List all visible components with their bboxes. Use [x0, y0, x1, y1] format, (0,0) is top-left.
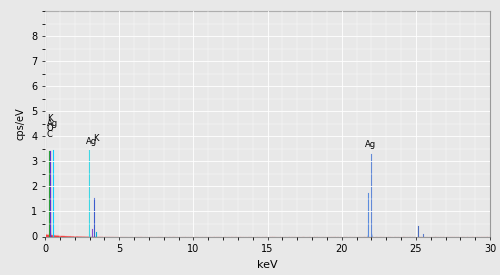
Text: O: O: [47, 124, 54, 133]
Text: Ag: Ag: [86, 137, 98, 146]
Text: K: K: [93, 134, 98, 143]
Text: K: K: [47, 114, 52, 123]
Text: C: C: [47, 130, 52, 139]
Y-axis label: cps/eV: cps/eV: [16, 108, 26, 140]
Text: Ag: Ag: [47, 119, 58, 128]
X-axis label: keV: keV: [257, 260, 278, 270]
Text: Ag: Ag: [366, 140, 376, 149]
